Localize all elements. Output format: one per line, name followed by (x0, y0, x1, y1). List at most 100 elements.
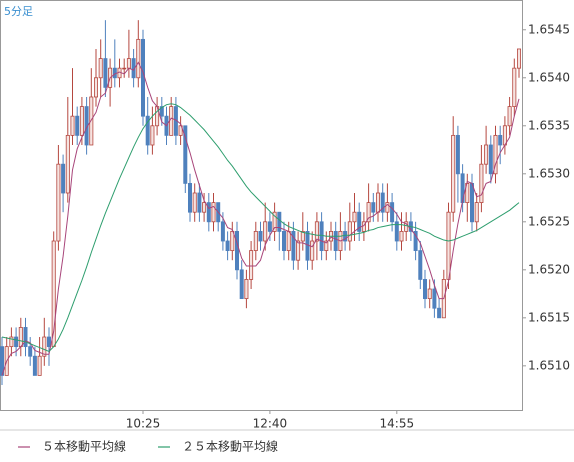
candle-body (493, 134, 498, 175)
candle-body (65, 134, 70, 194)
ma-line (1, 61, 520, 376)
candle-body (103, 58, 108, 88)
candle-body (140, 38, 145, 117)
candle-body (451, 134, 456, 213)
candle-body (432, 288, 437, 309)
candle-body (300, 231, 305, 242)
candle-body (202, 202, 207, 213)
candle-body (324, 240, 329, 252)
y-tick-label: 1.6525 (528, 214, 570, 228)
candle-body (455, 134, 460, 175)
candle-body (197, 192, 202, 213)
candle-body (314, 221, 319, 242)
candle-body (427, 288, 432, 300)
candle-body (70, 115, 75, 136)
candle-body (258, 231, 263, 242)
candle-body (28, 346, 33, 357)
candle-body (79, 106, 84, 136)
candle-body (418, 250, 423, 280)
candle-body (94, 77, 99, 98)
candle-body (0, 346, 4, 376)
candle-body (206, 202, 211, 223)
y-tick-label: 1.6545 (528, 22, 570, 36)
candle-body (187, 182, 192, 213)
candle-body (352, 211, 357, 223)
candle-body (192, 192, 197, 213)
candle-body (32, 355, 37, 376)
candle-body (286, 231, 291, 252)
candle-body (484, 144, 489, 165)
x-tick-label: 10:25 (126, 417, 161, 431)
chart-title: 5分足 (4, 5, 33, 18)
candle-body (37, 355, 42, 376)
candle-body (211, 202, 216, 223)
candle-body (98, 58, 103, 79)
ma-line (1, 103, 520, 353)
y-tick-label: 1.6530 (528, 166, 570, 180)
candle-body (178, 125, 183, 136)
candle-body (446, 211, 451, 280)
candle-body (333, 231, 338, 252)
candle-body (267, 221, 272, 232)
candle-body (234, 231, 239, 271)
y-tick-label: 1.6540 (528, 70, 570, 84)
candle-body (136, 38, 141, 79)
candle-body (89, 96, 94, 146)
legend-label: ５本移動平均線 (42, 439, 126, 454)
candle-body (375, 192, 380, 213)
candle-body (159, 106, 164, 117)
y-tick-label: 1.6520 (528, 262, 570, 276)
candle-body (498, 134, 503, 146)
candle-body (437, 307, 442, 319)
candle-body (249, 250, 254, 280)
candle-body (239, 269, 244, 300)
candle-body (14, 336, 19, 348)
candle-body (488, 144, 493, 175)
y-tick-label: 1.6535 (528, 118, 570, 132)
x-tick-label: 12:40 (253, 417, 288, 431)
candle-body (56, 163, 61, 242)
candle-body (225, 240, 230, 252)
candle-body (343, 231, 348, 242)
candle-body (183, 125, 188, 184)
candle-body (23, 327, 28, 348)
candle-body (385, 202, 390, 213)
candle-body (347, 221, 352, 242)
candle-body (291, 231, 296, 261)
x-tick-label: 14:55 (380, 417, 415, 431)
candle-body (75, 115, 80, 136)
candle-body (502, 125, 507, 146)
candle-body (394, 221, 399, 242)
candle-body (469, 182, 474, 223)
candle-body (404, 221, 409, 232)
candle-body (220, 221, 225, 242)
candle-body (18, 327, 23, 348)
candle-body (47, 336, 52, 348)
candle-body (371, 202, 376, 213)
candle-body (399, 231, 404, 242)
candle-body (380, 192, 385, 213)
candle-body (390, 202, 395, 223)
candle-body (422, 279, 427, 300)
y-tick-label: 1.6510 (528, 358, 570, 372)
candle-body (479, 163, 484, 203)
candle-body (512, 67, 517, 107)
candle-body (357, 211, 362, 232)
candle-body (9, 336, 14, 348)
candle-body (150, 125, 155, 146)
candle-body (413, 231, 418, 252)
candle-body (310, 240, 315, 261)
candle-body (61, 163, 66, 194)
candle-body (319, 221, 324, 252)
plot-area (0, 0, 523, 411)
candle-body (253, 231, 258, 252)
candle-body (460, 173, 465, 203)
candle-body (244, 279, 249, 300)
candle-body (169, 106, 174, 136)
legend-label: ２５本移動平均線 (182, 439, 278, 454)
candle-body (272, 211, 277, 232)
candle-body (145, 115, 150, 146)
candle-body (230, 231, 235, 252)
y-tick-label: 1.6515 (528, 310, 570, 324)
